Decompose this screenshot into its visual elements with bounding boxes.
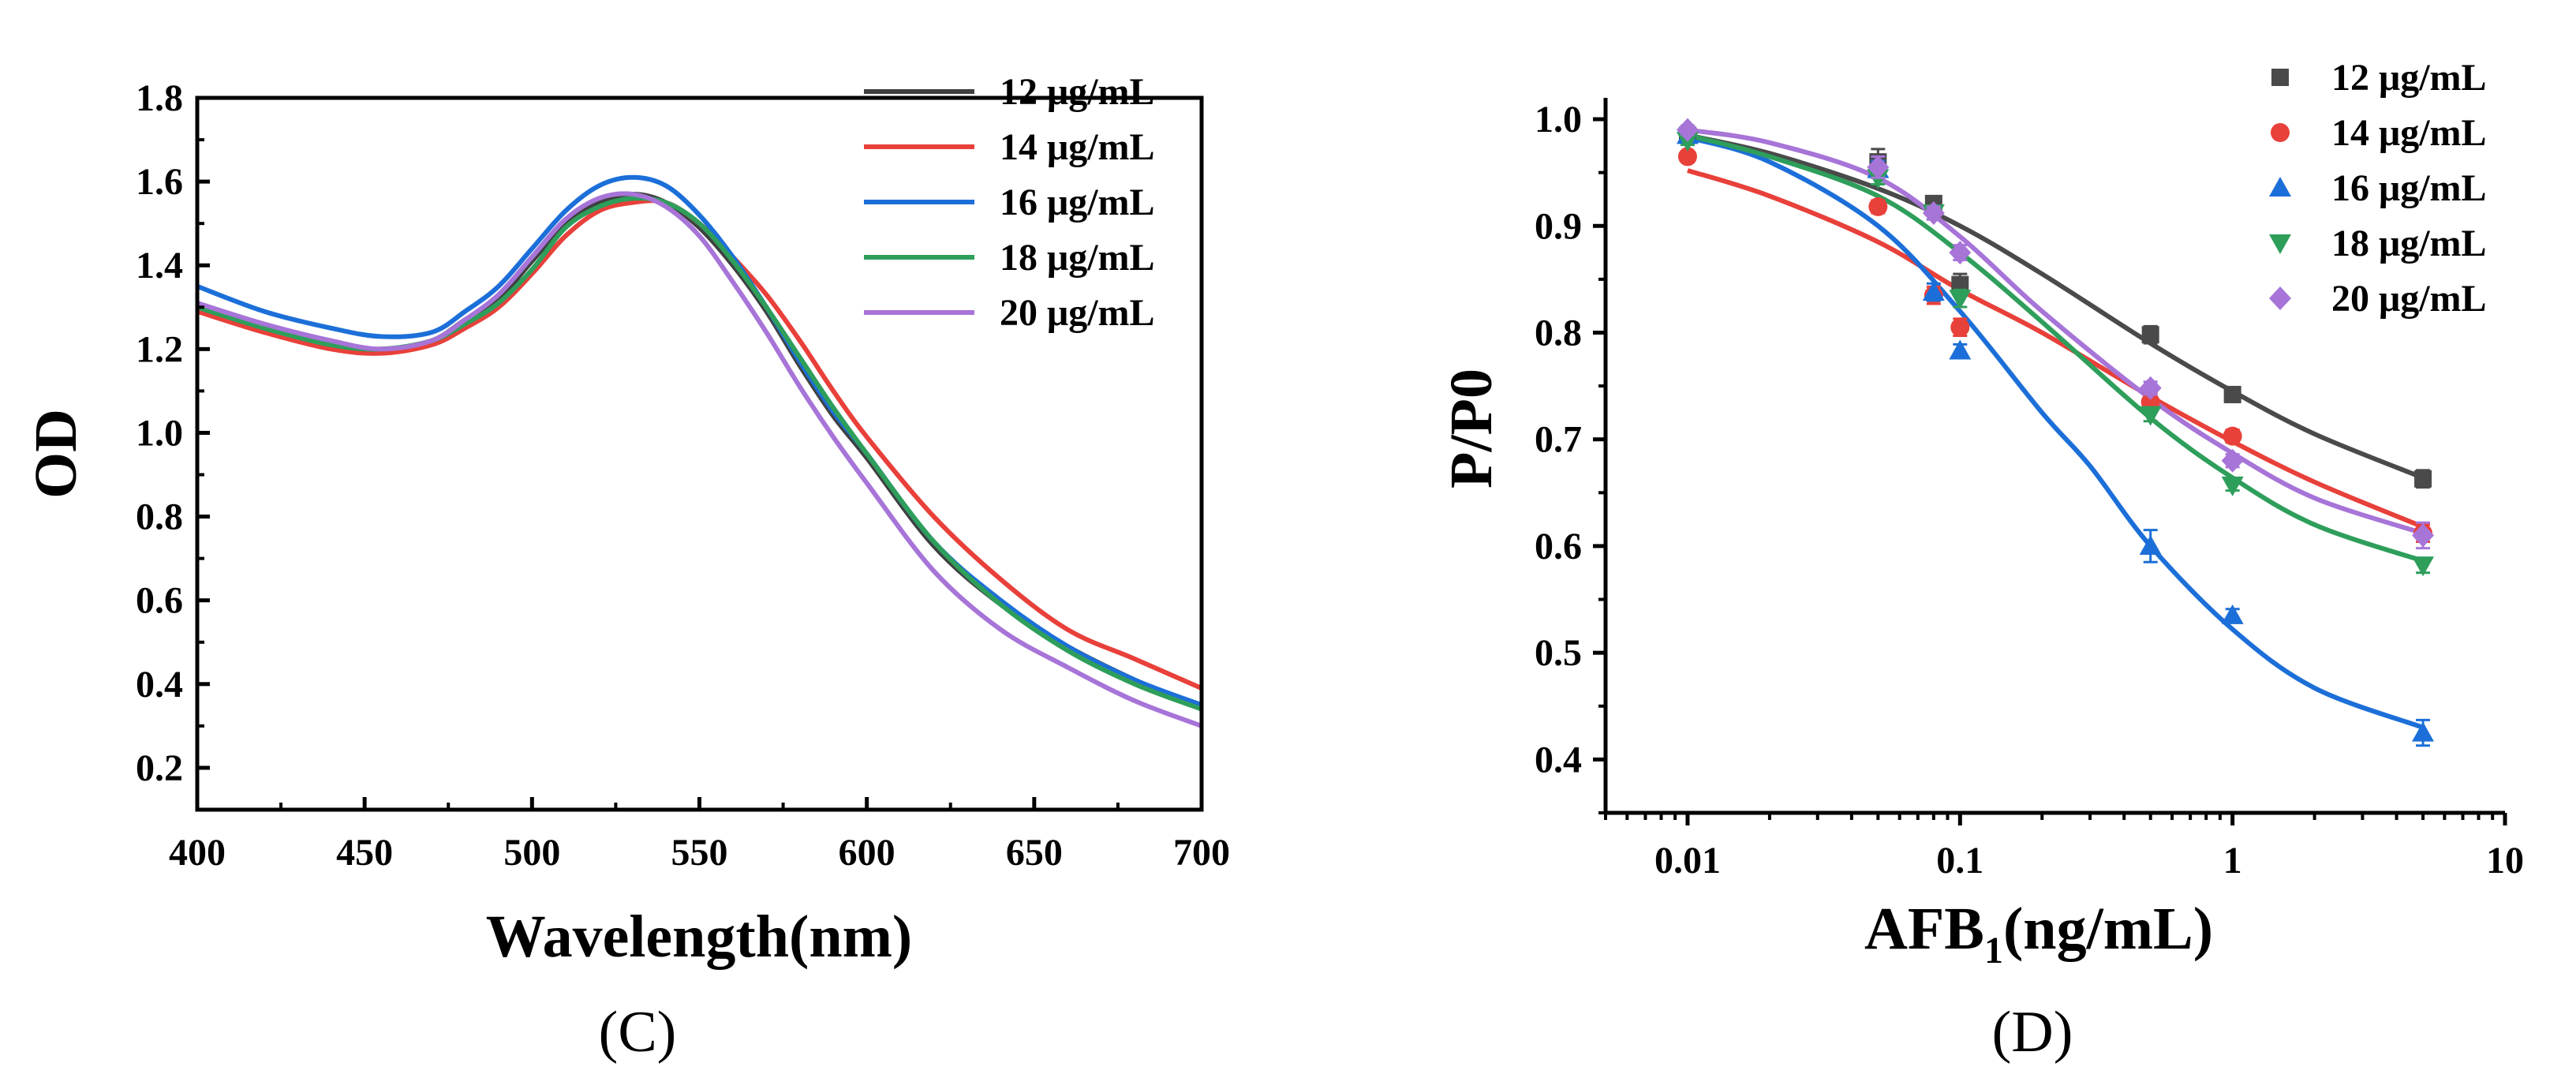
- panel-d-data-point-5: [1867, 155, 1890, 179]
- panel-d-data-point-5: [2221, 448, 2244, 473]
- panel-d-x-tick-label: 0.01: [1654, 840, 1721, 881]
- panel-d-legend-marker: [2269, 177, 2291, 197]
- panel-c-y-tick-label: 1.2: [136, 328, 183, 370]
- panel-d-data-point-3: [2139, 534, 2162, 555]
- panel-d-data-point-5: [1949, 241, 1972, 265]
- panel-d-axes: [1603, 98, 2505, 815]
- panel-c-line-chart: 400 450 500 550 600 650 700 0.2 0.4 0.6 0.8 1.0 1.2…: [23, 71, 1230, 1065]
- panel-d-legend-label: 12 μg/mL: [2331, 57, 2487, 99]
- panel-d-y-tick-label: 0.9: [1535, 205, 1582, 247]
- panel-d-data-point-5: [2139, 376, 2162, 400]
- panel-d-x-tick-label: 10: [2486, 840, 2524, 881]
- panel-d-data-point-2: [1868, 197, 1888, 216]
- panel-d-x-title-tail: (ng/mL): [2003, 896, 2213, 962]
- panel-c-x-tick-label: 500: [503, 832, 560, 874]
- panel-d-fit-curve-4: [1687, 133, 2424, 563]
- panel-d-data-point-4: [2412, 556, 2435, 577]
- panel-d-y-axis-title: P/P0: [1438, 369, 1505, 488]
- panel-d-data-point-2: [1950, 317, 1970, 337]
- panel-c-y-axis-title: OD: [23, 409, 89, 499]
- panel-c-legend-label: 18 μg/mL: [1000, 237, 1155, 279]
- panel-c-legend-label: 12 μg/mL: [1000, 71, 1155, 113]
- panel-c-y-tick-label: 1.4: [136, 245, 183, 286]
- panel-d-data-point-1: [2414, 470, 2432, 488]
- panel-d-fit-curve-2: [1687, 168, 2425, 530]
- panel-c-x-tick-label: 400: [169, 832, 226, 874]
- panel-d-fit-curves: [1687, 127, 2425, 730]
- panel-c-y-tick-label: 1.6: [136, 161, 183, 203]
- panel-d-legend-marker: [2271, 69, 2289, 86]
- panel-d-legend-marker: [2269, 234, 2291, 254]
- panel-d-y-tick-label: 0.8: [1535, 312, 1582, 354]
- panel-d-data-point-5: [1922, 201, 1945, 226]
- panel-d-y-tick-label: 0.4: [1535, 739, 1582, 780]
- panel-c-x-tick-label: 700: [1173, 832, 1230, 874]
- panel-d-dose-response-chart: 0.01 0.1 1 10 0.40.50.60.70.80.91.0 AFB1(ng…: [1438, 57, 2524, 1065]
- panel-d-data-point-3: [2412, 721, 2435, 742]
- panel-d-fit-curve-1: [1687, 133, 2425, 481]
- panel-c-legend-label: 16 μg/mL: [1000, 182, 1155, 223]
- panel-d-x-title-main: AFB: [1864, 896, 1984, 962]
- panel-d-data-point-1: [2223, 385, 2241, 403]
- panel-c-x-tick-label: 450: [336, 832, 393, 874]
- panel-d-fit-curve-3: [1687, 135, 2425, 730]
- panel-d-data-point-4: [1676, 132, 1699, 152]
- panel-d-data-point-4: [2139, 406, 2162, 426]
- panel-d-label: (D): [1992, 1000, 2073, 1065]
- panel-d-x-tick-label: 1: [2223, 840, 2242, 881]
- panel-c-label: (C): [599, 1000, 677, 1065]
- panel-c-x-ticks: 400 450 500 550 600 650 700: [169, 797, 1230, 874]
- panel-d-data-point-2: [1677, 147, 1697, 167]
- panel-d-data-point-5: [2412, 523, 2435, 548]
- panel-d-data-point-5: [1676, 118, 1699, 142]
- panel-d-x-title-sub: 1: [1984, 930, 2003, 971]
- panel-d-y-tick-label: 0.5: [1535, 632, 1582, 674]
- panel-d-data-point-1: [2141, 326, 2159, 344]
- panel-c-x-tick-label: 600: [839, 832, 895, 874]
- panel-c-x-tick-label: 550: [671, 832, 728, 874]
- panel-d-x-ticks: 0.01 0.1 1 10: [1604, 813, 2524, 881]
- panel-c-y-tick-label: 1.8: [136, 77, 183, 119]
- panel-d-y-tick-label: 1.0: [1535, 99, 1582, 140]
- panel-d-legend-marker: [2271, 123, 2290, 142]
- panel-c-y-tick-label: 0.8: [136, 496, 183, 538]
- panel-d-data-point-2: [2223, 426, 2242, 446]
- panel-d-y-tick-label: 0.7: [1535, 419, 1582, 461]
- panel-c-y-tick-label: 0.2: [136, 747, 183, 789]
- panel-c-y-ticks: 0.2 0.4 0.6 0.8 1.0 1.2 1.4 1.6 1.8: [136, 77, 210, 789]
- panel-d-legend: 12 μg/mL 14 μg/mL 16 μg/mL 18 μg/mL 20 μg/mL: [2269, 57, 2487, 320]
- panel-c-legend-label: 14 μg/mL: [1000, 126, 1155, 168]
- panel-c-series-group: [196, 174, 1203, 728]
- panel-d-y-ticks: 0.4 0.5 0.6 0.7 0.8 0.9 1.0: [1535, 99, 1606, 814]
- panel-d-legend-label: 16 μg/mL: [2331, 167, 2487, 209]
- panel-d-data-point-4: [2221, 476, 2244, 496]
- panel-d-legend-marker: [2269, 286, 2291, 310]
- panel-d-fit-curve-5: [1687, 127, 2424, 536]
- panel-d-x-axis-title: AFB1(ng/mL): [1864, 896, 2213, 971]
- panel-d-data-point-3: [2221, 604, 2244, 624]
- panel-d-data-points: [1676, 118, 2435, 747]
- panel-d-y-tick-label: 0.6: [1535, 526, 1582, 567]
- panel-d-legend-label: 14 μg/mL: [2331, 112, 2487, 154]
- panel-d-x-tick-label: 0.1: [1936, 840, 1983, 881]
- panel-c-y-tick-label: 0.6: [136, 580, 183, 622]
- panel-c-y-tick-label: 1.0: [136, 412, 183, 454]
- panel-d-legend-label: 20 μg/mL: [2331, 278, 2487, 320]
- panel-c-legend: 12 μg/mL 14 μg/mL 16 μg/mL 18 μg/mL 20 μg/mL: [864, 71, 1155, 334]
- panel-d-data-point-3: [1922, 281, 1945, 301]
- panel-c-legend-label: 20 μg/mL: [1000, 292, 1155, 334]
- panel-c-series-line-5: [196, 191, 1203, 728]
- panel-d-data-point-3: [1949, 339, 1972, 360]
- panel-d-data-point-4: [1949, 290, 1972, 310]
- panel-c-y-tick-label: 0.4: [136, 664, 183, 706]
- panel-d-legend-label: 18 μg/mL: [2331, 223, 2487, 264]
- panel-c-x-axis-title: Wavelength(nm): [486, 904, 912, 970]
- panel-c-x-tick-label: 650: [1006, 832, 1063, 874]
